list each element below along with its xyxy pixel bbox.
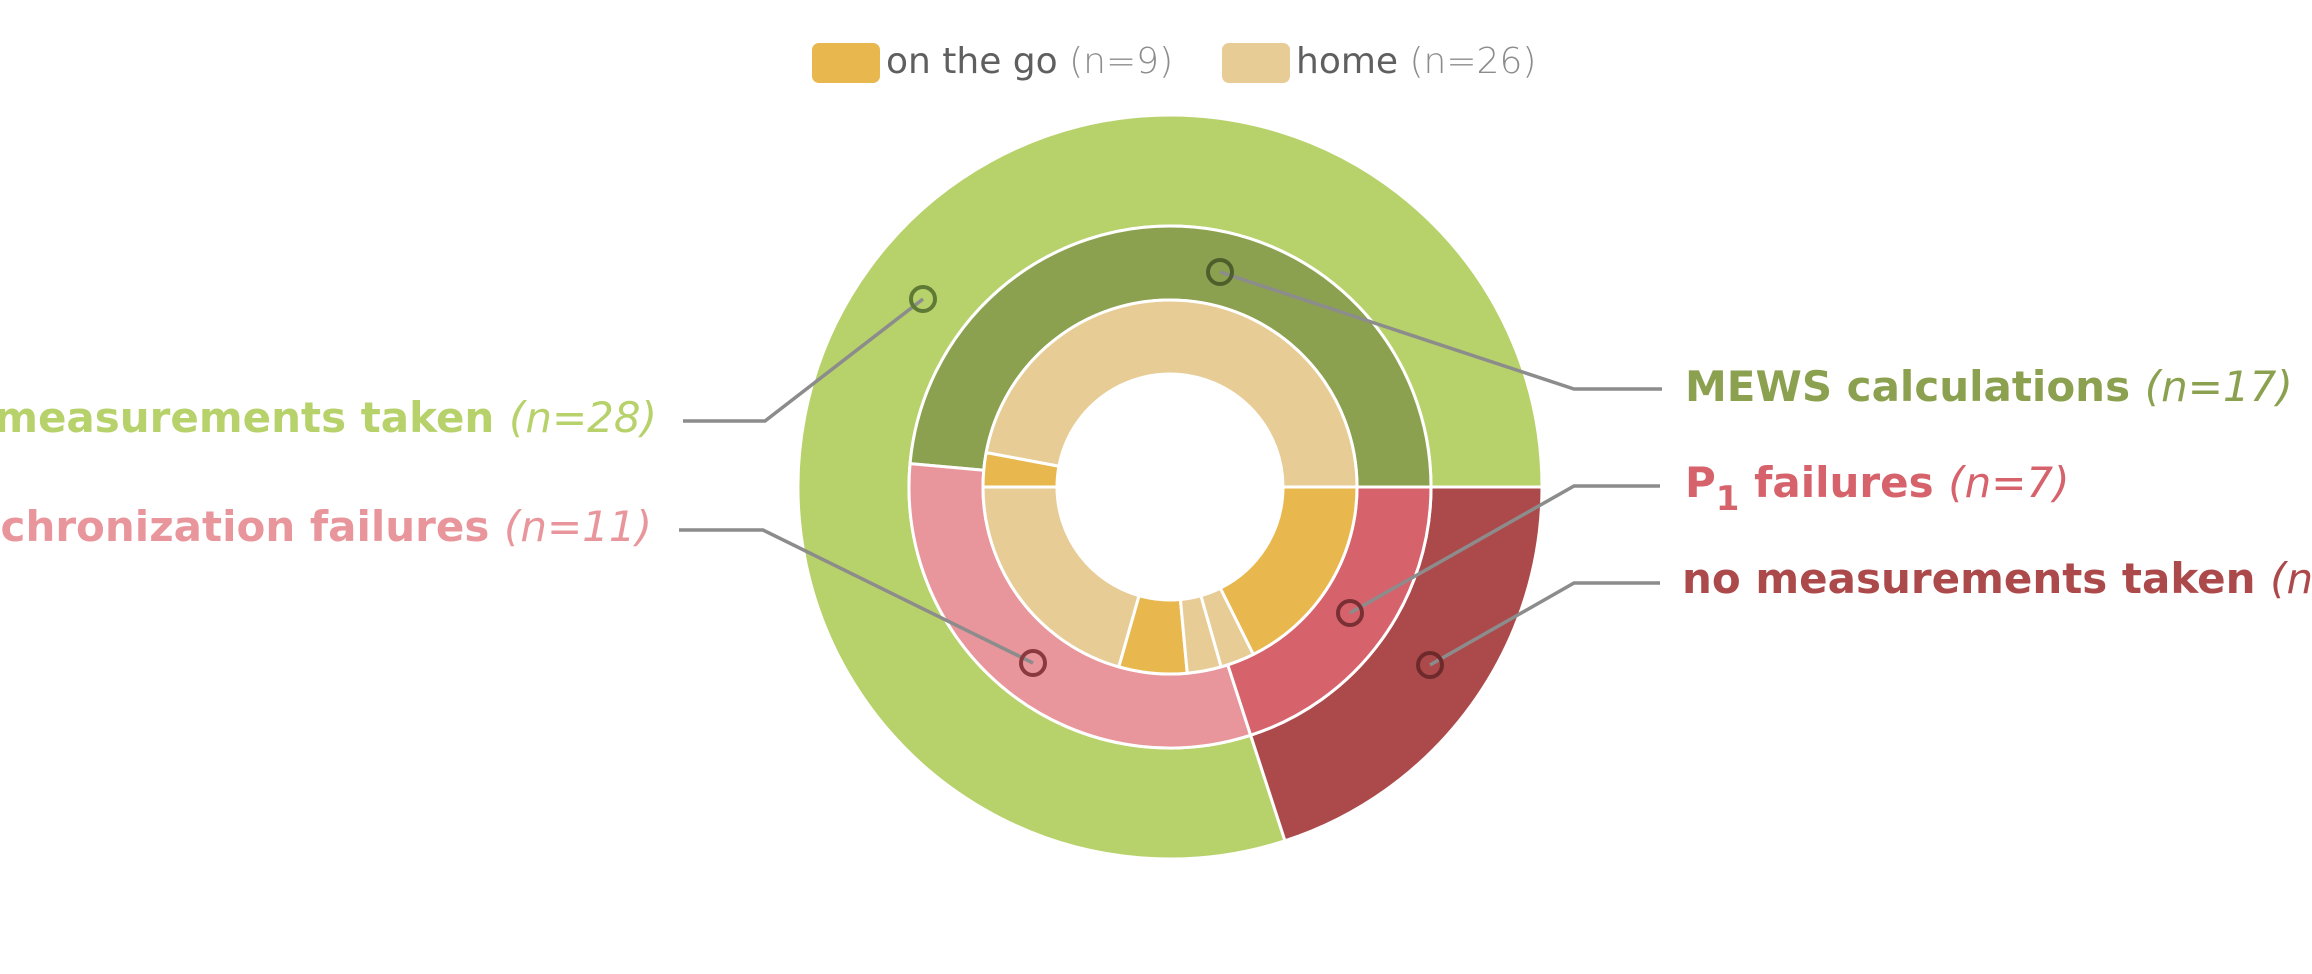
label-count: (n=7): [2270, 554, 2312, 603]
leader-marker-measurements-taken: [909, 285, 937, 313]
label-count: (n=7): [1948, 458, 2069, 507]
leader-marker-no-measurements-taken: [1416, 651, 1444, 679]
label-text: measurements taken: [0, 393, 509, 442]
legend: on the go (n=9) home (n=26): [812, 41, 1536, 83]
legend-label-home: home (n=26): [1296, 41, 1536, 82]
legend-label-text: home: [1296, 41, 1410, 82]
label-text: MEWS calculations: [1685, 362, 2145, 411]
chart-rings: [796, 113, 1544, 861]
label-text: P: [1685, 458, 1716, 507]
leader-line-no-measurements-taken: [1429, 581, 1660, 667]
leader-line-synchronization-failures: [679, 528, 1034, 665]
category-labels: measurements taken (n=28) synchronization…: [0, 362, 2312, 603]
label-synchronization-failures: synchronization failures (n=11): [0, 502, 652, 551]
legend-label-on-the-go: on the go (n=9): [886, 41, 1173, 82]
legend-count: (n=9): [1069, 41, 1173, 82]
leader-lines: [679, 258, 1662, 679]
leader-marker-p1-failures: [1336, 599, 1364, 627]
wedge-inner-mews-calculations-home-0: [984, 298, 1359, 489]
wedge-inner-p1-failures-on-the-go-6: [1218, 485, 1359, 656]
leader-marker-mews-calculations: [1206, 258, 1234, 286]
label-no-measurements-taken: no measurements taken (n=7): [1682, 554, 2312, 603]
label-p1-failures: P1 failures (n=7): [1685, 458, 2070, 519]
wedge-inner-synchronization-failures-home-2: [981, 485, 1141, 669]
label-measurements-taken: measurements taken (n=28): [0, 393, 657, 442]
label-text: synchronization failures: [0, 502, 504, 551]
label-mews-calculations: MEWS calculations (n=17): [1685, 362, 2293, 411]
wedge-inner-synchronization-failures-home-4: [1178, 594, 1223, 675]
leader-line-measurements-taken: [683, 297, 925, 423]
label-subscript: 1: [1716, 479, 1740, 519]
legend-label-text: on the go: [886, 41, 1069, 82]
label-count: (n=11): [504, 502, 652, 551]
leader-line-p1-failures: [1349, 484, 1660, 615]
legend-count: (n=26): [1410, 41, 1537, 82]
wedge-inner-p1-failures-home-5: [1199, 586, 1255, 669]
label-text: no measurements taken: [1682, 554, 2270, 603]
label-text-rest: failures: [1739, 458, 1948, 507]
leader-marker-synchronization-failures: [1019, 649, 1047, 677]
leader-line-mews-calculations: [1219, 270, 1662, 391]
label-count: (n=28): [509, 393, 657, 442]
wedge-inner-synchronization-failures-on-the-go-3: [1117, 594, 1189, 676]
wedge-inner-mews-calculations-on-the-go-1: [981, 451, 1061, 489]
label-count: (n=17): [2145, 362, 2293, 411]
legend-swatch-home: [1222, 43, 1290, 83]
legend-swatch-on-the-go: [812, 43, 880, 83]
